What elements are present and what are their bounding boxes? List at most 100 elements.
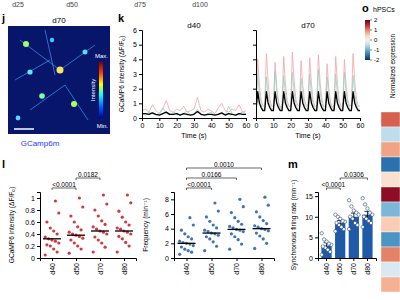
tick-label: 40	[208, 122, 216, 129]
point	[68, 252, 71, 255]
axis-title: Time (s)	[295, 132, 320, 140]
point	[361, 196, 364, 199]
significance-bracket	[187, 188, 212, 190]
tick: 8	[165, 196, 174, 203]
tick-label: 60	[243, 122, 251, 129]
image-caption: GCamp6m	[21, 139, 60, 148]
point	[44, 235, 47, 238]
tick-mark	[76, 258, 77, 261]
significance-bracket	[187, 178, 237, 180]
tick-label: 30	[191, 122, 199, 129]
tick-mark	[171, 243, 174, 244]
trace	[256, 92, 360, 111]
tick-mark	[100, 258, 101, 261]
heatmap-cell	[381, 142, 400, 157]
tick-mark	[139, 118, 142, 119]
tick-label: 4	[165, 225, 169, 232]
point	[361, 225, 364, 228]
point	[57, 241, 60, 244]
tick: d80	[364, 258, 371, 275]
neurite	[15, 60, 50, 80]
axis-bottom: 0102030405060	[141, 118, 251, 129]
plot-area	[320, 196, 374, 258]
point	[265, 222, 268, 225]
panel-letter: l	[2, 158, 5, 170]
point	[45, 243, 48, 246]
tick: 0.2	[25, 243, 40, 250]
point	[104, 223, 107, 226]
tick-label: 0.6	[25, 219, 35, 226]
tick-mark	[139, 59, 142, 60]
axis-line	[319, 259, 377, 262]
point	[78, 196, 81, 199]
tick	[253, 30, 256, 31]
tick-label: 5	[309, 234, 313, 241]
tick-label: 0.4	[25, 231, 35, 238]
axis-line	[139, 31, 143, 119]
point	[262, 237, 265, 240]
tick: 5	[309, 234, 318, 241]
tick: 0.6	[25, 219, 40, 226]
median-line	[178, 243, 196, 244]
tick: 0	[133, 115, 142, 122]
point	[183, 232, 186, 235]
tick: 15	[305, 193, 318, 200]
point	[92, 250, 95, 253]
point	[178, 240, 181, 243]
tick-mark	[139, 45, 142, 46]
tick-mark	[253, 45, 256, 46]
axis-bottom: d40d50d70d80	[41, 258, 137, 275]
cell-body	[27, 69, 32, 74]
point	[69, 238, 72, 241]
point	[190, 237, 193, 240]
point	[76, 244, 79, 247]
tick-label: 6	[165, 211, 169, 218]
colorbar-tick-label: 1	[374, 27, 378, 33]
bar	[349, 217, 359, 258]
point	[187, 235, 190, 238]
tick-mark	[194, 118, 195, 121]
axis-title: Frequency (min⁻¹)	[142, 198, 150, 252]
point	[180, 229, 183, 232]
heatmap-cell	[381, 157, 400, 172]
point	[253, 247, 256, 250]
panel-letter: m	[288, 158, 298, 170]
tick-label: 10	[156, 122, 164, 129]
tick-label: 0.2	[25, 243, 35, 250]
colorbar-tick	[370, 60, 372, 61]
point	[208, 237, 211, 240]
tick: 0	[31, 255, 40, 262]
cell-body	[23, 41, 29, 47]
tick-mark	[246, 118, 247, 121]
point	[97, 214, 100, 217]
tick: 4	[165, 225, 174, 232]
tick: 3	[133, 71, 142, 78]
neurite	[30, 85, 65, 110]
tick: 2	[165, 240, 174, 247]
colorbar-title: Intensity	[90, 79, 96, 101]
tick-mark	[187, 258, 188, 261]
tick-mark	[326, 258, 327, 261]
point	[262, 219, 265, 222]
tick-mark	[315, 217, 318, 218]
point	[258, 234, 261, 237]
heatmap-cell	[381, 187, 400, 202]
tick: 40	[322, 118, 330, 129]
tick-label: 4	[133, 56, 137, 63]
significance-label: <0.0001	[187, 181, 211, 188]
tick-label: 0	[165, 255, 169, 262]
tick-label: d40	[323, 263, 330, 275]
point	[320, 253, 323, 256]
median-line	[91, 230, 109, 231]
point	[54, 240, 57, 243]
panel-letter: k	[118, 12, 125, 24]
point	[121, 216, 124, 219]
point	[76, 225, 79, 228]
trace	[142, 97, 246, 113]
point	[350, 205, 353, 208]
heatmap-cell	[381, 217, 400, 232]
point	[237, 220, 240, 223]
axis-left: 0 2 4 6 8	[165, 193, 174, 262]
point	[56, 250, 59, 253]
tick: 1	[133, 100, 142, 107]
